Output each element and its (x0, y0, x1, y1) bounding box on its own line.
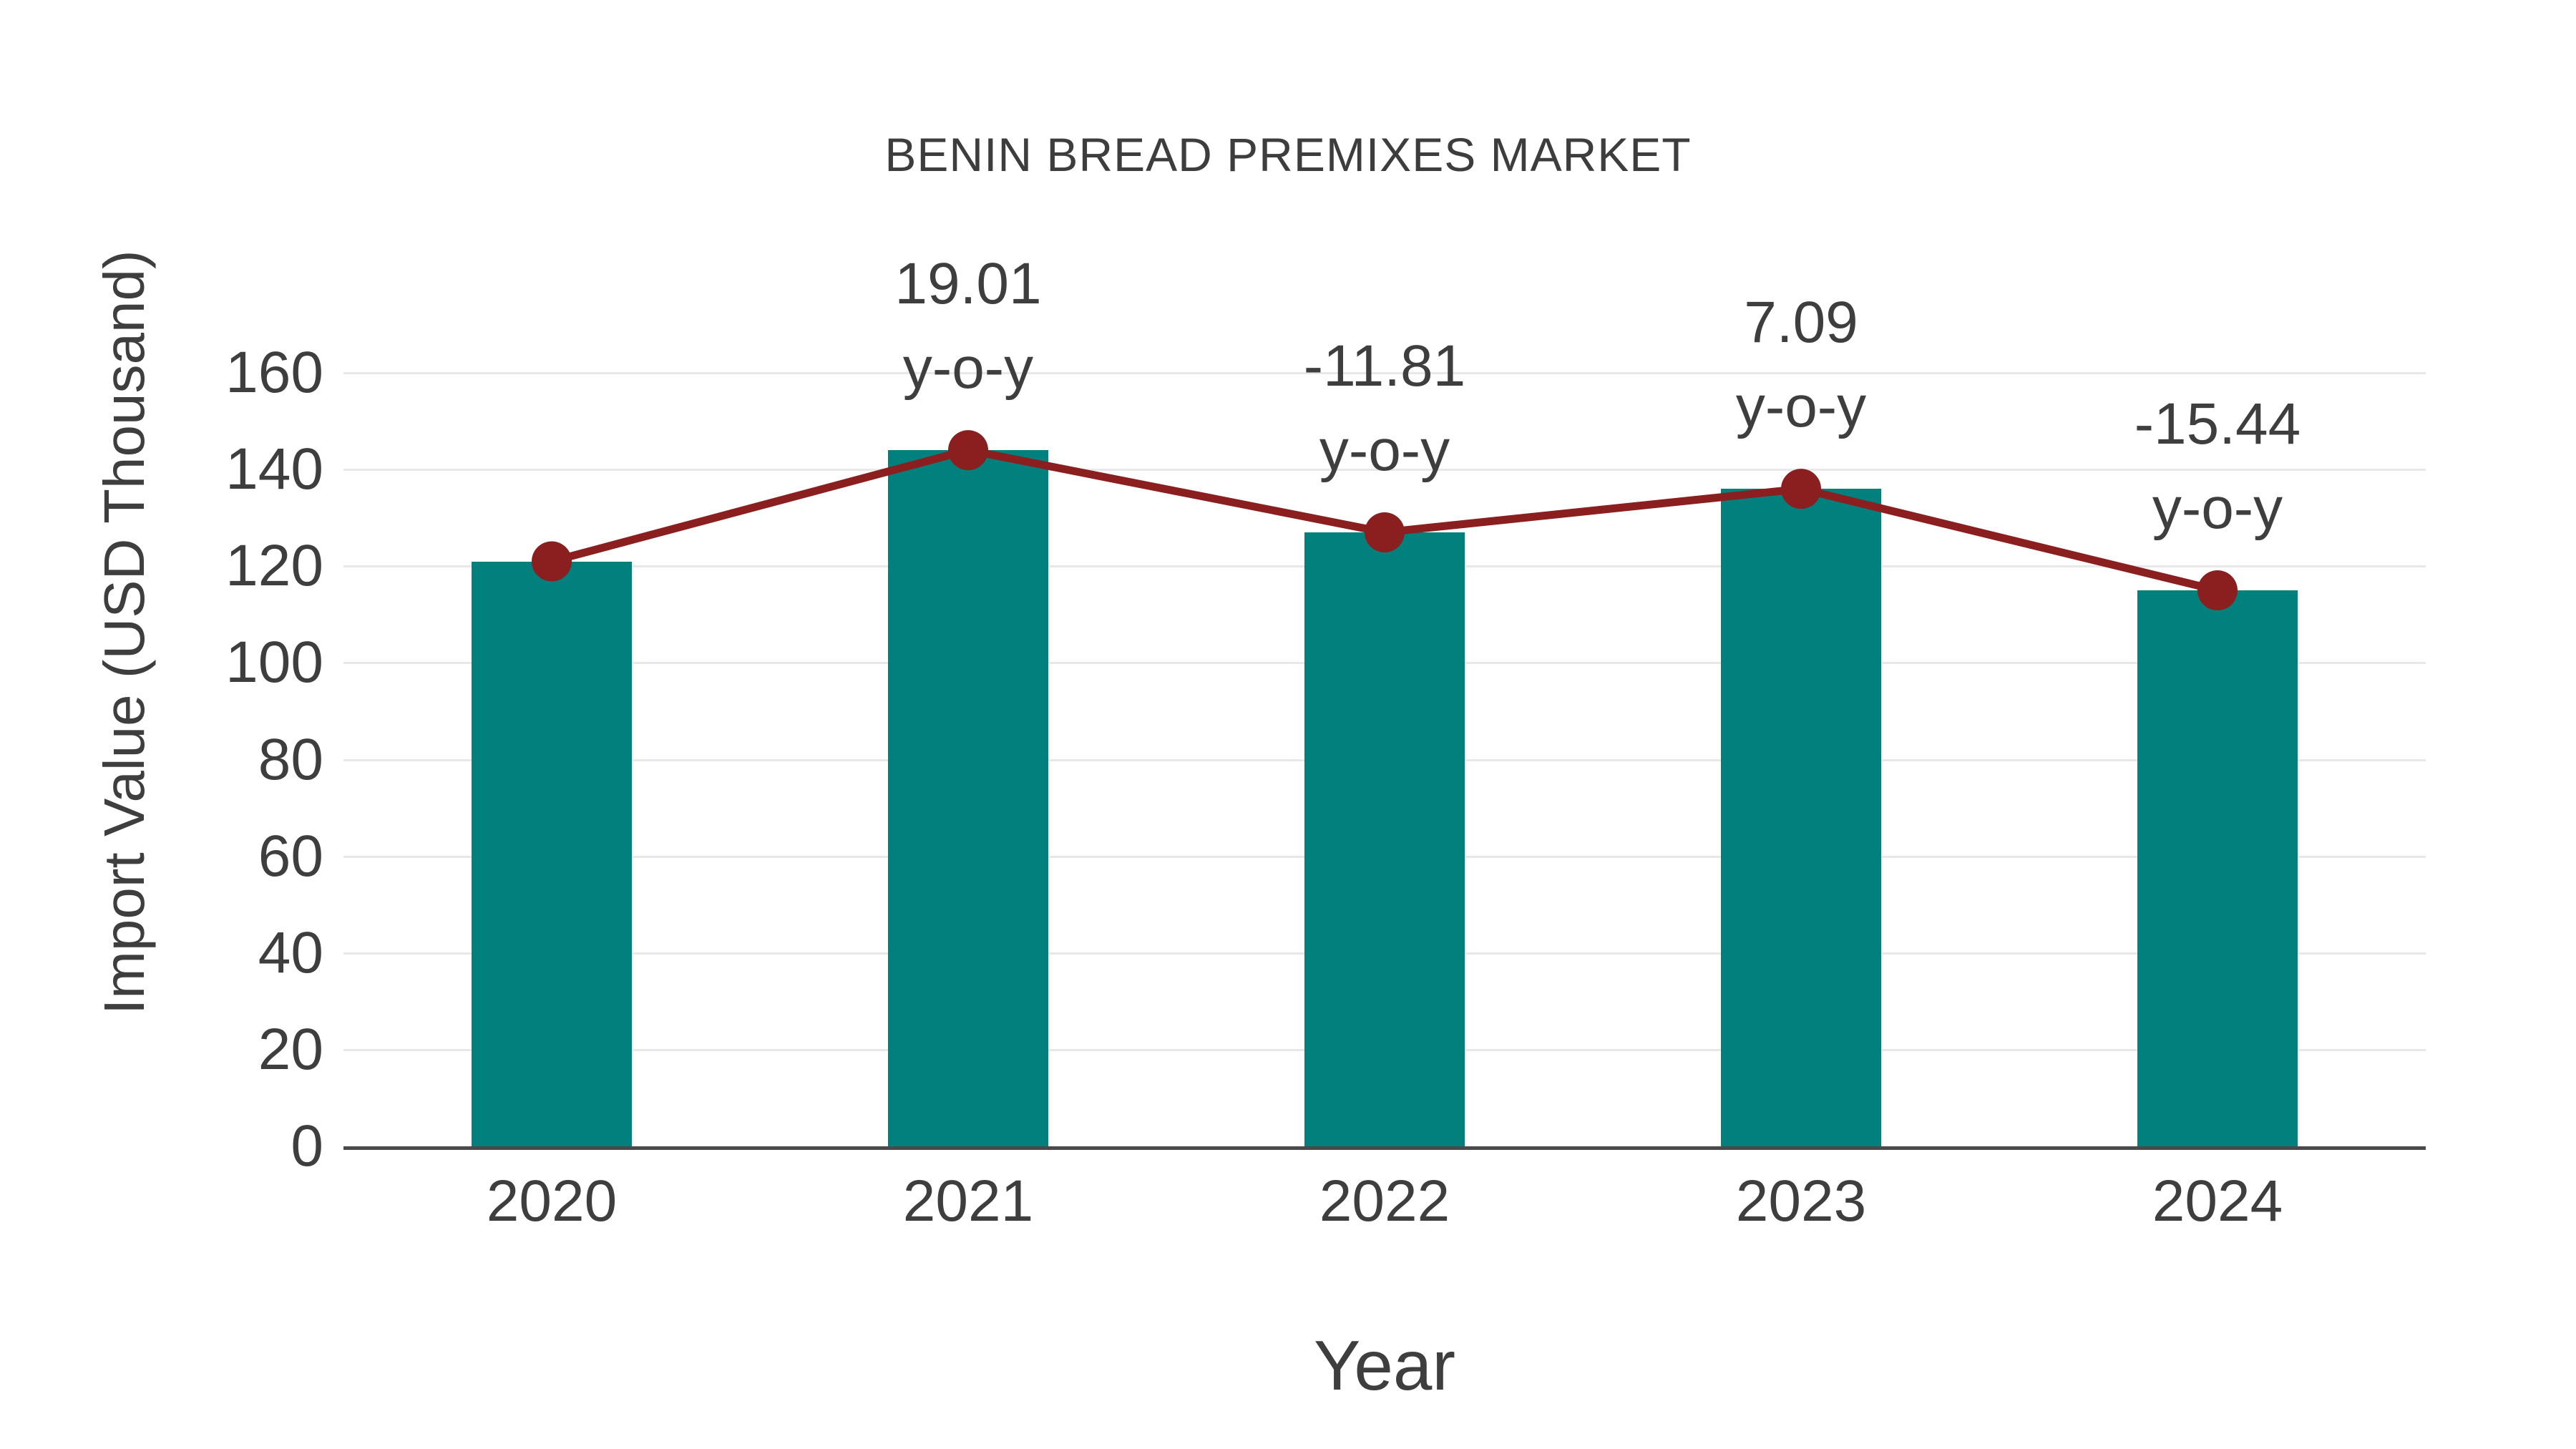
y-tick-label: 20 (258, 1016, 323, 1082)
annotation-value: 19.01 (894, 251, 1042, 317)
annotation-2022: -11.81 y-o-y (1304, 324, 1465, 493)
line-marker-2023 (1781, 469, 1821, 509)
x-tick-label: 2023 (1735, 1169, 1867, 1234)
annotation-suffix: y-o-y (902, 336, 1034, 401)
bar-2022 (1304, 532, 1465, 1146)
y-tick-label: 120 (225, 533, 323, 599)
annotation-suffix: y-o-y (1735, 374, 1867, 440)
bar-2024 (2137, 590, 2298, 1146)
y-tick-label: 100 (225, 630, 323, 696)
plot-area (343, 372, 2426, 1150)
bar-2020 (472, 561, 632, 1146)
line-marker-2020 (532, 541, 572, 582)
annotation-2023: 7.09 y-o-y (1736, 280, 1866, 449)
x-tick-label: 2020 (486, 1169, 618, 1234)
y-tick-label: 140 (225, 436, 323, 502)
annotation-value: -11.81 (1303, 333, 1466, 399)
x-axis-title: Year (1313, 1326, 1455, 1405)
y-tick-label: 40 (258, 919, 323, 985)
annotation-suffix: y-o-y (2152, 476, 2283, 542)
chart-title: BENIN BREAD PREMIXES MARKET (884, 128, 1692, 181)
line-marker-2024 (2197, 570, 2238, 611)
bar-2021 (888, 450, 1048, 1146)
y-tick-label: 60 (258, 823, 323, 889)
annotation-value: -15.44 (2134, 391, 2301, 457)
line-marker-2022 (1365, 512, 1405, 552)
bar-2023 (1721, 489, 1881, 1146)
x-tick-label: 2022 (1319, 1169, 1450, 1234)
y-tick-label: 80 (258, 726, 323, 792)
annotation-2024: -15.44 y-o-y (2135, 382, 2301, 551)
y-tick-label: 160 (225, 340, 323, 405)
annotation-2021: 19.01 y-o-y (894, 242, 1041, 411)
y-tick-label: 0 (291, 1113, 323, 1179)
line-marker-2021 (948, 430, 988, 471)
annotation-suffix: y-o-y (1319, 417, 1450, 483)
trend-line-layer (532, 430, 2238, 611)
gridline (343, 372, 2426, 374)
x-tick-label: 2024 (2152, 1169, 2283, 1234)
annotation-value: 7.09 (1744, 290, 1858, 356)
x-tick-label: 2021 (902, 1169, 1034, 1234)
gridline (343, 469, 2426, 472)
